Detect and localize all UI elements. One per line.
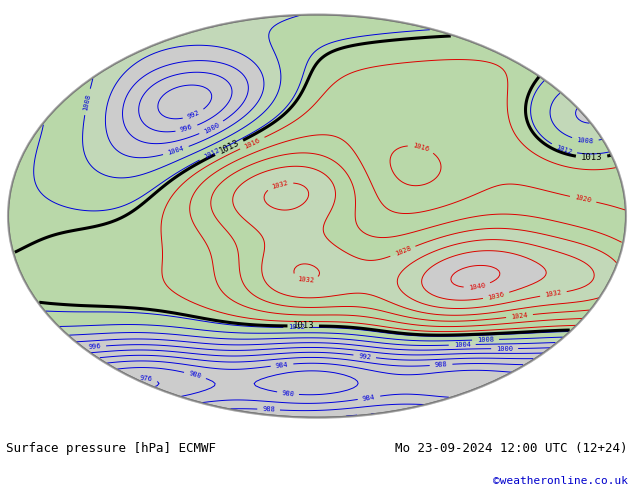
Text: 980: 980 (188, 370, 202, 380)
Text: 980: 980 (281, 390, 295, 397)
Text: ©weatheronline.co.uk: ©weatheronline.co.uk (493, 476, 628, 486)
Polygon shape (580, 0, 634, 68)
Text: 992: 992 (358, 353, 372, 360)
Text: 1013: 1013 (292, 321, 314, 331)
Text: 1032: 1032 (271, 179, 289, 190)
Text: 1012: 1012 (288, 324, 306, 330)
Text: 1016: 1016 (243, 137, 261, 149)
Text: 988: 988 (434, 362, 448, 368)
Text: 1024: 1024 (511, 312, 528, 320)
Text: 984: 984 (275, 361, 288, 368)
Text: 1032: 1032 (297, 276, 314, 284)
Text: 1008: 1008 (576, 137, 594, 144)
Text: 984: 984 (362, 394, 376, 402)
Text: 1040: 1040 (469, 282, 486, 291)
Text: 996: 996 (88, 343, 101, 350)
Text: 1008: 1008 (82, 93, 92, 111)
Text: 1012: 1012 (203, 147, 221, 160)
Text: 1004: 1004 (454, 342, 471, 348)
Text: 1008: 1008 (477, 337, 494, 343)
Text: 1012: 1012 (555, 144, 573, 155)
Text: 1013: 1013 (217, 139, 241, 156)
Text: 976: 976 (139, 375, 153, 382)
Text: 1013: 1013 (581, 153, 602, 162)
Text: 1000: 1000 (496, 345, 513, 352)
Polygon shape (0, 369, 50, 431)
Text: 1036: 1036 (487, 291, 505, 301)
Text: 1020: 1020 (574, 195, 592, 204)
Text: 1028: 1028 (394, 245, 412, 257)
Text: Surface pressure [hPa] ECMWF: Surface pressure [hPa] ECMWF (6, 442, 216, 455)
Polygon shape (580, 369, 634, 431)
Text: 1032: 1032 (545, 290, 562, 298)
Text: Mo 23-09-2024 12:00 UTC (12+24): Mo 23-09-2024 12:00 UTC (12+24) (395, 442, 628, 455)
Ellipse shape (8, 15, 626, 417)
Text: 988: 988 (262, 406, 275, 413)
Text: 1016: 1016 (412, 142, 430, 152)
Text: 996: 996 (179, 124, 193, 133)
Text: 1004: 1004 (167, 146, 185, 156)
Text: 992: 992 (186, 110, 200, 120)
Text: 1000: 1000 (202, 121, 221, 134)
Polygon shape (0, 0, 50, 68)
